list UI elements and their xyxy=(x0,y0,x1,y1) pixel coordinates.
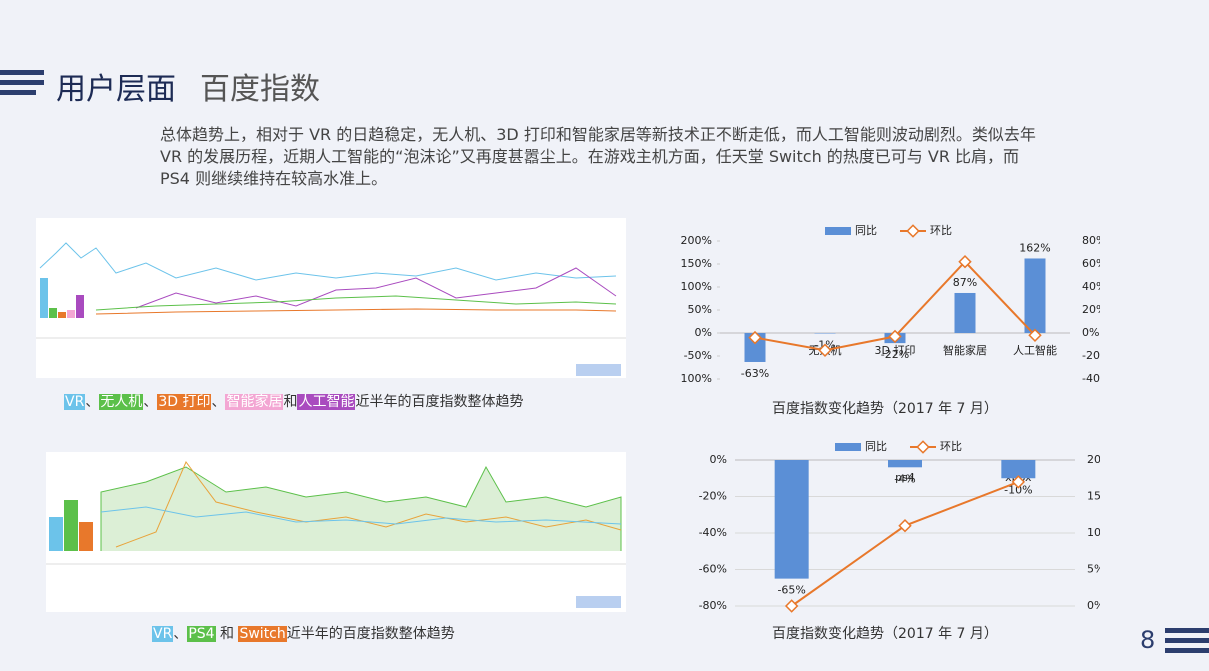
caption-text: VR xyxy=(64,394,86,410)
marker xyxy=(818,343,832,357)
y-tick-label: -40% xyxy=(699,526,727,539)
y2-tick-label: 0% xyxy=(1082,326,1099,339)
legend-swatch xyxy=(835,443,861,451)
legend-label: 同比 xyxy=(865,440,887,453)
footer-bars xyxy=(1165,628,1209,658)
chart-caption: 百度指数变化趋势（2017 年 7 月） xyxy=(772,401,998,417)
caption-text: PS4 xyxy=(187,626,216,642)
y-tick-label: 150% xyxy=(681,257,712,270)
bar xyxy=(774,460,809,579)
data-label: 162% xyxy=(1019,241,1050,254)
caption-2: VR、PS4 和 Switch近半年的百度指数整体趋势 xyxy=(152,623,455,643)
caption-text: 、 xyxy=(85,394,100,410)
chart-caption: 百度指数变化趋势（2017 年 7 月） xyxy=(772,626,998,642)
y2-tick-label: 40% xyxy=(1082,280,1100,293)
legend-swatch xyxy=(916,440,930,454)
y2-tick-label: -20% xyxy=(1082,349,1100,362)
y2-tick-label: 15% xyxy=(1087,490,1100,503)
caption-text: 智能家居 xyxy=(225,394,284,410)
y-tick-label: 100% xyxy=(681,280,712,293)
y-tick-label: -100% xyxy=(680,372,712,385)
y2-tick-label: 5% xyxy=(1087,563,1100,576)
y2-tick-label: 60% xyxy=(1082,257,1100,270)
y-tick-label: 0% xyxy=(695,326,712,339)
legend-label: 环比 xyxy=(930,224,952,237)
y2-tick-label: 20% xyxy=(1087,453,1100,466)
data-label: -22% xyxy=(881,348,909,361)
thumbnail-1 xyxy=(36,218,626,378)
y2-tick-label: 80% xyxy=(1082,234,1100,247)
caption-text: 和 xyxy=(215,626,239,642)
x-tick-label: 3D 打印 xyxy=(875,343,916,357)
thumbnail-2 xyxy=(46,452,626,612)
caption-text: 近半年的百度指数整体趋势 xyxy=(286,626,455,642)
marker xyxy=(958,254,972,269)
bar xyxy=(954,292,976,333)
caption-text: 、 xyxy=(143,394,158,410)
y2-tick-label: -40% xyxy=(1082,372,1100,385)
data-label: -65% xyxy=(777,584,805,597)
line xyxy=(791,480,1019,607)
legend-swatch xyxy=(906,224,920,238)
y-tick-label: 0% xyxy=(710,453,727,466)
data-label: 87% xyxy=(953,276,977,289)
chart-2: -80%-60%-40%-20%0%0%5%10%15%20%同比环比VRps4… xyxy=(699,440,1100,613)
header-bars xyxy=(0,70,44,100)
bar xyxy=(1024,258,1046,333)
caption-text: VR xyxy=(152,626,174,642)
data-label: -10% xyxy=(1004,483,1032,496)
bar xyxy=(1001,460,1036,479)
y-tick-label: -50% xyxy=(684,349,712,362)
data-label: -63% xyxy=(741,367,769,380)
marker xyxy=(1028,328,1042,343)
y-tick-label: -80% xyxy=(699,599,727,612)
subtitle: 百度指数 xyxy=(200,72,320,107)
y2-tick-label: 0% xyxy=(1087,599,1100,612)
y-tick-label: 50% xyxy=(688,303,712,316)
marker xyxy=(898,518,912,533)
legend-swatch xyxy=(825,227,851,235)
bar xyxy=(744,333,766,362)
marker xyxy=(888,329,902,344)
y2-tick-label: 10% xyxy=(1087,526,1100,539)
chart-1: -100% -50% 0% 50% 100% 150% 200% -40% -20% 0% 20% 4… xyxy=(680,224,1100,385)
paragraph: 总体趋势上，相对于 VR 的日趋稳定，无人机、3D 打印和智能家居等新技术正不断… xyxy=(160,125,1036,188)
y-tick-label: -20% xyxy=(699,490,727,503)
x-tick-label: 智能家居 xyxy=(943,343,987,357)
page-number: 8 xyxy=(1140,626,1156,654)
caption-text: 、 xyxy=(211,394,226,410)
legend-label: 环比 xyxy=(940,440,962,453)
y-tick-label: -60% xyxy=(699,563,727,576)
caption-text: 无人机 xyxy=(99,394,144,410)
marker xyxy=(748,330,762,345)
data-label: -4% xyxy=(894,472,915,485)
caption-1: VR、无人机、3D 打印、智能家居和人工智能近半年的百度指数整体趋势 xyxy=(64,391,523,411)
y-tick-label: 200% xyxy=(681,234,712,247)
caption-text: 、 xyxy=(173,626,188,642)
y2-tick-label: 20% xyxy=(1082,303,1100,316)
caption-text: Switch xyxy=(238,626,287,642)
x-tick-label: ps4 xyxy=(895,471,915,484)
marker xyxy=(1011,475,1026,489)
legend-label: 同比 xyxy=(855,224,877,237)
caption-text: 3D 打印 xyxy=(157,394,212,410)
caption-text: 人工智能 xyxy=(297,394,356,410)
caption-text: 和 xyxy=(283,394,298,410)
title: 用户层面 xyxy=(56,72,176,107)
x-tick-label: 人工智能 xyxy=(1013,343,1057,357)
header-title: 用户层面 百度指数 xyxy=(56,64,320,108)
caption-text: 近半年的百度指数整体趋势 xyxy=(355,394,524,410)
bar xyxy=(888,460,922,468)
marker xyxy=(784,599,799,613)
